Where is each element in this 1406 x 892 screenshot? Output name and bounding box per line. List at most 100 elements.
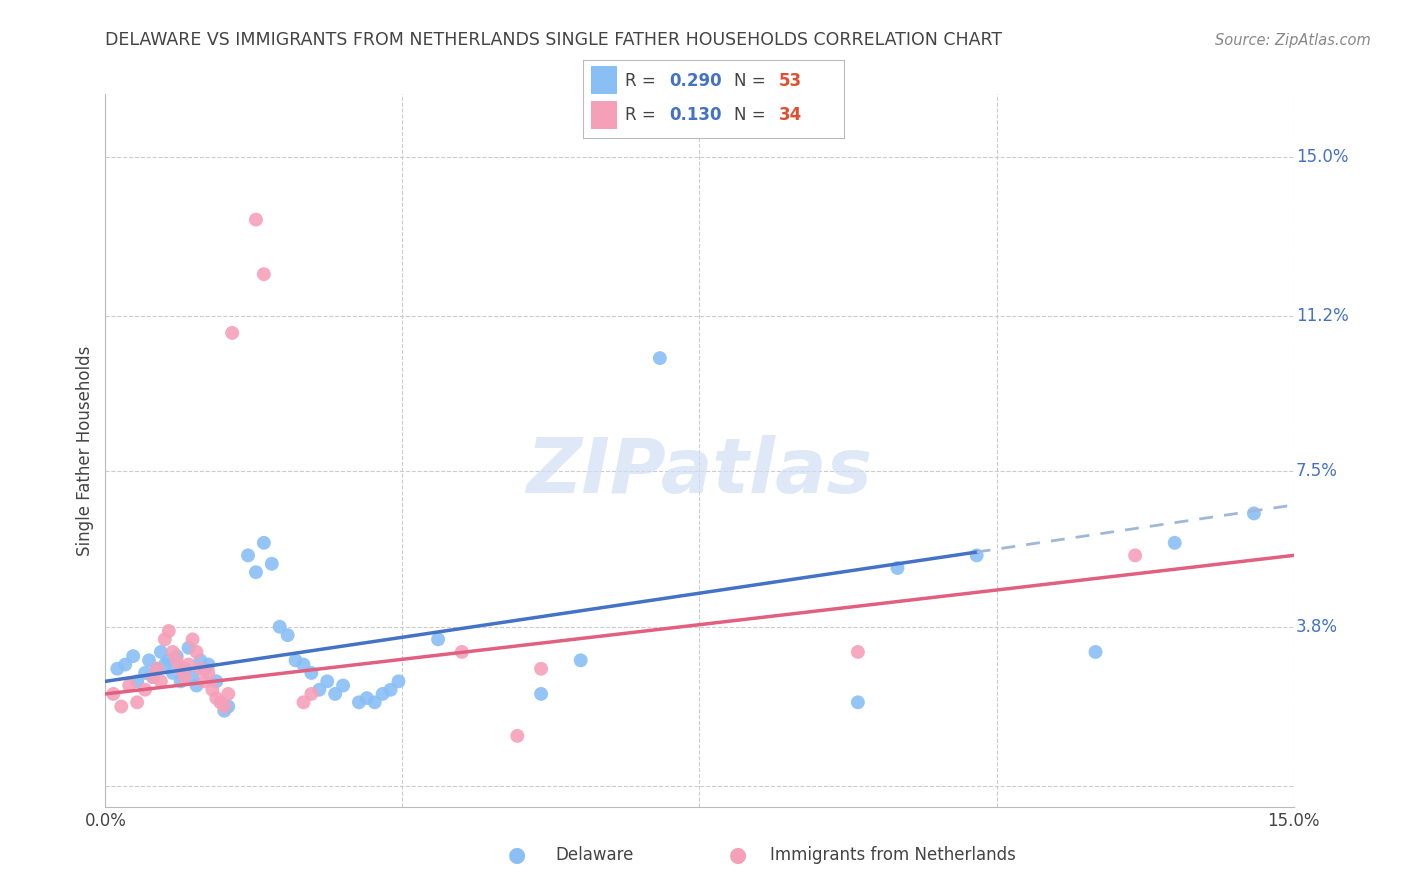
Text: 34: 34 xyxy=(779,106,801,124)
Point xyxy=(201,682,224,697)
Point xyxy=(157,653,180,667)
Point xyxy=(316,674,339,689)
Point xyxy=(846,695,869,709)
Point xyxy=(205,674,228,689)
Point xyxy=(308,682,330,697)
Point xyxy=(253,536,276,550)
Point xyxy=(236,549,259,563)
Point xyxy=(260,557,283,571)
Point xyxy=(146,662,169,676)
Point xyxy=(299,665,322,680)
Point xyxy=(886,561,908,575)
Point xyxy=(245,212,267,227)
Point xyxy=(193,674,215,689)
Point xyxy=(966,549,988,563)
Point xyxy=(530,662,553,676)
Text: 0.130: 0.130 xyxy=(669,106,721,124)
Point xyxy=(323,687,346,701)
Point xyxy=(177,640,200,655)
Point xyxy=(166,653,188,667)
Point xyxy=(292,657,315,672)
Point xyxy=(153,657,176,672)
Point xyxy=(114,657,136,672)
Text: 53: 53 xyxy=(779,72,801,90)
Point xyxy=(103,687,125,701)
Point xyxy=(506,729,529,743)
Point xyxy=(162,665,184,680)
Text: 7.5%: 7.5% xyxy=(1296,462,1337,481)
Point xyxy=(277,628,299,642)
Point xyxy=(186,645,208,659)
Text: Source: ZipAtlas.com: Source: ZipAtlas.com xyxy=(1215,33,1371,47)
Y-axis label: Single Father Households: Single Father Households xyxy=(76,345,94,556)
Point xyxy=(269,620,291,634)
Point xyxy=(181,670,204,684)
Point xyxy=(205,691,228,706)
Point xyxy=(162,645,184,659)
Point xyxy=(170,662,193,676)
Point xyxy=(371,687,394,701)
Point xyxy=(217,699,239,714)
Point xyxy=(170,674,193,689)
Point xyxy=(149,645,172,659)
Point xyxy=(153,632,176,647)
Point xyxy=(1164,536,1187,550)
Point xyxy=(221,326,243,340)
Point xyxy=(530,687,553,701)
Text: ●: ● xyxy=(730,845,747,864)
Point xyxy=(146,662,169,676)
Point xyxy=(846,645,869,659)
Point xyxy=(356,691,378,706)
Point xyxy=(177,657,200,672)
Point xyxy=(197,665,219,680)
Text: 11.2%: 11.2% xyxy=(1296,307,1348,326)
Point xyxy=(122,649,145,664)
Point xyxy=(1084,645,1107,659)
Point xyxy=(190,653,212,667)
Point xyxy=(387,674,409,689)
Point xyxy=(209,695,232,709)
Point xyxy=(149,674,172,689)
Point xyxy=(166,649,188,664)
Bar xyxy=(592,66,617,95)
Point xyxy=(118,679,141,693)
Point xyxy=(648,351,671,365)
Point xyxy=(347,695,370,709)
Point xyxy=(245,565,267,579)
Point xyxy=(427,632,450,647)
Text: DELAWARE VS IMMIGRANTS FROM NETHERLANDS SINGLE FATHER HOUSEHOLDS CORRELATION CHA: DELAWARE VS IMMIGRANTS FROM NETHERLANDS … xyxy=(105,31,1002,49)
Text: N =: N = xyxy=(734,106,766,124)
Point xyxy=(181,632,204,647)
Text: Immigrants from Netherlands: Immigrants from Netherlands xyxy=(770,846,1017,863)
Point xyxy=(217,687,239,701)
Text: 0.290: 0.290 xyxy=(669,72,721,90)
Point xyxy=(110,699,132,714)
Point xyxy=(299,687,322,701)
Text: ZIPatlas: ZIPatlas xyxy=(526,435,873,508)
Point xyxy=(197,657,219,672)
Point xyxy=(138,653,160,667)
Point xyxy=(284,653,307,667)
Point xyxy=(173,662,195,676)
Point xyxy=(142,670,165,684)
Text: N =: N = xyxy=(734,72,766,90)
Point xyxy=(1243,507,1265,521)
Point xyxy=(193,662,215,676)
Text: R =: R = xyxy=(626,72,655,90)
Point xyxy=(186,679,208,693)
Text: Delaware: Delaware xyxy=(555,846,634,863)
Point xyxy=(450,645,472,659)
Point xyxy=(214,699,236,714)
Point xyxy=(190,662,212,676)
Point xyxy=(127,695,149,709)
Point xyxy=(364,695,387,709)
Point xyxy=(134,665,156,680)
Point xyxy=(253,267,276,281)
Point xyxy=(134,682,156,697)
Point xyxy=(569,653,592,667)
Point xyxy=(332,679,354,693)
Point xyxy=(157,624,180,638)
Point xyxy=(1123,549,1146,563)
Text: 15.0%: 15.0% xyxy=(1296,147,1348,166)
Point xyxy=(105,662,128,676)
